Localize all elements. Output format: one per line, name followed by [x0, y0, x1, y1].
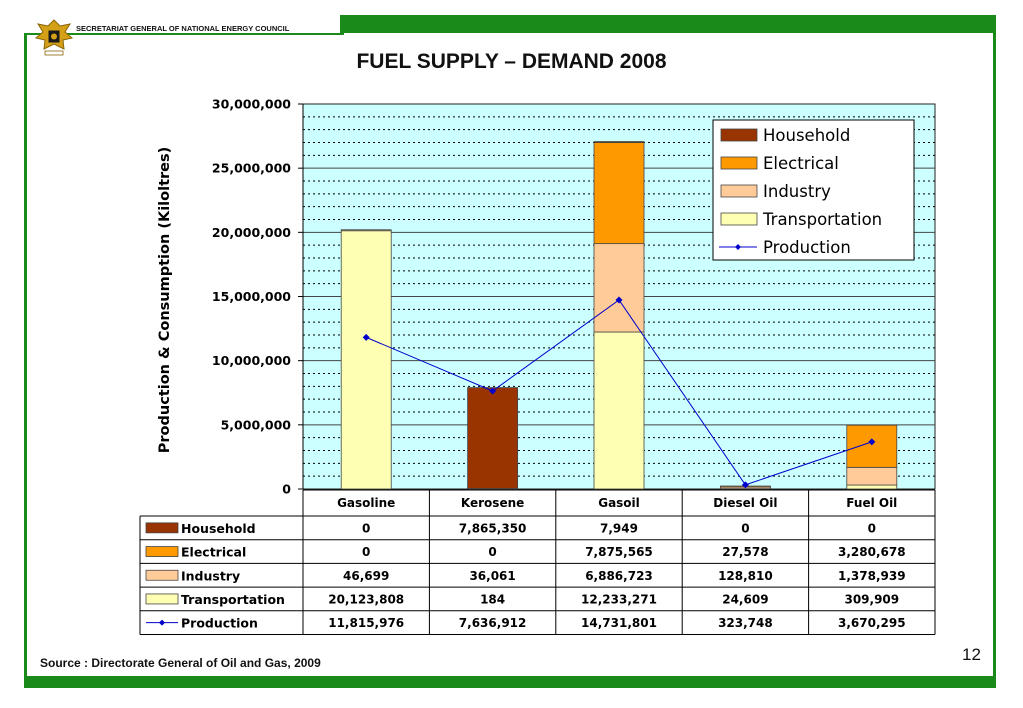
legend-swatch-electrical	[720, 156, 758, 170]
table-cell: 7,865,350	[459, 521, 527, 535]
production-point-fuel-oil	[868, 438, 876, 446]
frame-top-bar	[340, 15, 996, 33]
legend-production-marker	[735, 244, 741, 250]
bars	[340, 141, 898, 490]
table-cell: 0	[741, 521, 749, 535]
legend-label-production: Production	[763, 238, 851, 257]
frame-bottom-bar	[24, 676, 996, 688]
legend-swatch-household	[720, 128, 758, 142]
x-tick-label: Kerosene	[461, 496, 524, 510]
table-key-household	[145, 522, 179, 534]
table-key-industry	[145, 569, 179, 581]
slide-title: FUEL SUPPLY – DEMAND 2008	[356, 50, 667, 73]
table-cell: 128,810	[718, 569, 773, 583]
bar-electrical-gasoil	[593, 142, 645, 245]
legend: Household Electrical Industry Transportatio…	[712, 119, 915, 261]
production-point-diesel-oil	[741, 481, 749, 489]
frame-left-border	[24, 33, 27, 688]
table-key-electrical	[145, 546, 179, 557]
table-cell: 11,815,976	[328, 616, 404, 630]
y-tick-label: 25,000,000	[212, 161, 291, 176]
production-point-gasoline	[362, 333, 370, 341]
table-cell: 46,699	[343, 569, 389, 583]
table-cell: 20,123,808	[328, 592, 404, 606]
bar-electrical-fuel-oil	[846, 424, 898, 468]
legend-label-industry: Industry	[763, 182, 831, 201]
emblem-logo	[34, 19, 74, 56]
table-cell: 27,578	[722, 545, 768, 559]
production-line	[362, 296, 876, 489]
table-cell: 0	[868, 521, 876, 535]
y-tick-label: 5,000,000	[221, 417, 292, 432]
y-tick-label: 20,000,000	[212, 225, 291, 240]
y-tick-label: 15,000,000	[212, 289, 291, 304]
table-cell: 1,378,939	[838, 569, 906, 583]
table-cell: 24,609	[722, 592, 768, 606]
legend-label-household: Household	[763, 126, 850, 145]
bar-industry-gasoline	[340, 229, 392, 232]
frame-header-line	[24, 33, 344, 35]
x-tick-label: Fuel Oil	[846, 496, 897, 510]
y-axis: 0 5,000,000 10,000,000 15,000,000 20,000,000…	[212, 97, 304, 497]
bar-industry-fuel-oil	[846, 466, 898, 486]
table-row-label: Household	[181, 521, 256, 536]
legend-label-electrical: Electrical	[763, 154, 839, 173]
table-cell: 7,636,912	[459, 616, 527, 630]
table-row-label: Production	[181, 616, 258, 631]
org-name-header: SECRETARIAT GENERAL OF NATIONAL ENERGY C…	[76, 24, 290, 33]
table-cell: 7,875,565	[585, 545, 653, 559]
y-tick-label: 10,000,000	[212, 353, 291, 368]
table-row-label: Electrical	[181, 545, 246, 560]
x-tick-label: Gasoline	[337, 496, 395, 510]
table-cell: 6,886,723	[585, 569, 653, 583]
bar-transportation-fuel-oil	[846, 484, 898, 490]
bar-transportation-gasoil	[593, 331, 645, 490]
table-cell: 0	[362, 521, 370, 535]
legend-swatch-industry	[720, 184, 758, 198]
table-cell: 309,909	[844, 592, 899, 606]
y-tick-label: 0	[282, 482, 291, 497]
bar-household-kerosene	[467, 387, 519, 489]
table-cell: 36,061	[469, 569, 515, 583]
page-number: 12	[962, 645, 981, 664]
table-cell: 184	[480, 592, 505, 606]
legend-label-transportation: Transportation	[762, 210, 882, 229]
y-axis-label: Production & Consumption (Kiloltres)	[157, 147, 173, 453]
table-cell: 12,233,271	[581, 592, 657, 606]
table-cell: 14,731,801	[581, 616, 657, 630]
gridlines	[303, 116, 935, 477]
table-cell: 0	[488, 545, 496, 559]
x-tick-label: Diesel Oil	[713, 496, 777, 510]
table-row-label: Industry	[181, 568, 240, 583]
table-cell: 3,280,678	[838, 545, 906, 559]
table-key-production-marker	[159, 619, 165, 626]
table-cell: 7,949	[600, 521, 638, 535]
table-cell: 323,748	[718, 616, 773, 630]
bar-household-gasoil	[593, 141, 645, 143]
table-cell: 0	[362, 545, 370, 559]
production-point-gasoil	[615, 296, 623, 304]
table-row-label: Transportation	[181, 592, 285, 607]
bar-industry-gasoil	[593, 243, 645, 333]
y-tick-label: 30,000,000	[212, 97, 291, 112]
production-point-kerosene	[489, 387, 497, 395]
frame-right-border	[993, 15, 996, 688]
table-cell: 3,670,295	[838, 616, 906, 630]
data-table: Gasoline Kerosene Gasoil Diesel Oil Fuel Oil…	[139, 489, 936, 635]
legend-swatch-transportation	[720, 212, 758, 226]
bar-transportation-gasoline	[340, 230, 392, 490]
source-note: Source : Directorate General of Oil and …	[40, 656, 321, 670]
table-key-transportation	[145, 593, 179, 605]
x-tick-label: Gasoil	[598, 496, 640, 510]
